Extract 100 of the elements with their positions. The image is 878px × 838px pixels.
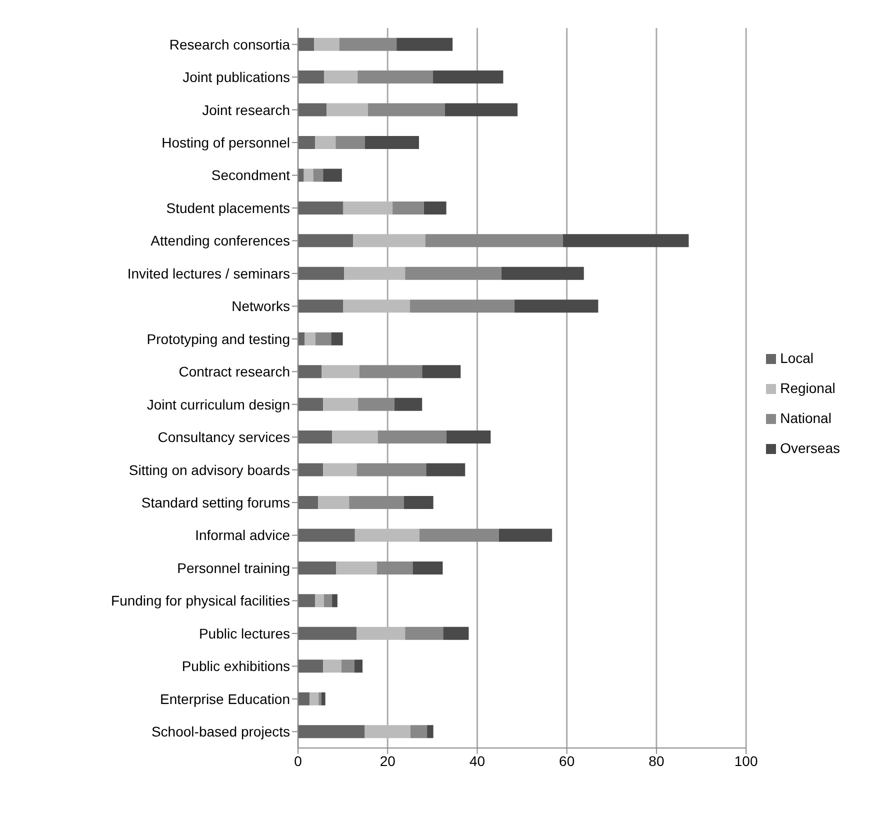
bar <box>425 234 563 248</box>
bar <box>298 136 316 149</box>
bar <box>354 528 420 542</box>
bar <box>378 430 446 444</box>
y-tick-label: Attending conferences <box>150 232 290 249</box>
bar <box>339 38 397 51</box>
bar <box>354 660 363 673</box>
bar <box>318 496 350 509</box>
bar <box>310 692 319 706</box>
bar <box>344 266 406 280</box>
bar <box>318 692 322 706</box>
bar <box>298 692 310 706</box>
y-tick-label: Hosting of personnel <box>162 134 290 151</box>
bar <box>298 660 324 673</box>
bar <box>514 300 598 313</box>
bar <box>396 38 453 51</box>
bar <box>427 725 434 738</box>
bar <box>332 430 378 444</box>
bar <box>298 528 355 542</box>
bar <box>323 168 342 182</box>
bar <box>298 70 324 84</box>
bar <box>298 300 344 313</box>
bar <box>315 594 324 608</box>
x-tick-label: 20 <box>380 752 396 769</box>
bar <box>405 626 444 640</box>
y-tick-label: Sitting on advisory boards <box>128 462 290 478</box>
x-tick-label: 80 <box>648 752 664 769</box>
bar <box>562 234 689 248</box>
bar <box>392 201 424 214</box>
legend-label: Overseas <box>780 440 840 456</box>
bar <box>501 266 584 280</box>
bar <box>405 266 502 280</box>
y-tick-label: Networks <box>232 298 290 314</box>
bar <box>432 70 504 84</box>
bar <box>419 528 499 542</box>
bar <box>404 496 434 509</box>
bar <box>298 38 314 51</box>
legend-label: Local <box>780 350 814 366</box>
y-tick-label: Student placements <box>166 200 290 216</box>
y-tick-label: Public exhibitions <box>182 658 290 674</box>
bar <box>298 725 365 738</box>
legend-label: National <box>780 410 832 426</box>
bar <box>424 201 446 214</box>
bar <box>336 136 365 149</box>
bar <box>298 463 324 476</box>
bar <box>394 398 422 411</box>
bar <box>356 626 406 640</box>
x-tick-label: 0 <box>294 752 302 769</box>
bar <box>446 430 491 444</box>
bar <box>353 234 426 248</box>
bar <box>343 201 393 214</box>
bar <box>336 561 377 574</box>
bar <box>324 70 358 84</box>
bar <box>368 103 445 116</box>
y-tick-label: Joint research <box>202 102 290 118</box>
bar <box>323 398 358 411</box>
bar <box>341 660 354 673</box>
bar <box>298 266 344 280</box>
y-tick-label: Joint publications <box>182 69 290 86</box>
bar <box>364 725 410 738</box>
bar <box>358 70 433 84</box>
y-tick-label: Standard setting forums <box>141 494 290 511</box>
bar <box>298 430 332 444</box>
bar <box>364 136 419 149</box>
bar <box>422 365 461 378</box>
bar <box>326 103 368 116</box>
y-tick-label: Personnel training <box>177 560 290 576</box>
bar <box>315 136 336 149</box>
y-tick-label: Consultancy services <box>158 429 290 446</box>
bar <box>443 626 469 640</box>
bar <box>298 201 344 214</box>
bar <box>331 332 343 346</box>
bar <box>298 398 324 411</box>
bar <box>358 398 394 411</box>
bar <box>323 463 357 476</box>
y-tick-label: School-based projects <box>151 724 290 740</box>
y-tick-label: Prototyping and testing <box>146 330 290 347</box>
bar <box>298 594 316 608</box>
y-tick-label: Public lectures <box>198 625 290 642</box>
bar <box>298 234 354 248</box>
bar <box>298 365 322 378</box>
bar <box>426 463 466 476</box>
y-tick-label: Secondment <box>211 167 290 184</box>
x-tick-label: 60 <box>559 752 575 769</box>
bar <box>412 561 443 574</box>
bar <box>304 332 316 346</box>
bar <box>298 626 357 640</box>
y-tick-label: Research consortia <box>169 36 290 52</box>
bar <box>321 692 326 706</box>
y-tick-label: Funding for physical facilities <box>111 592 290 609</box>
bar <box>304 168 314 182</box>
bar <box>298 168 304 182</box>
bar <box>356 463 426 476</box>
y-tick-label: Joint curriculum design <box>146 396 290 412</box>
bar <box>313 168 324 182</box>
y-tick-label: Contract research <box>178 364 290 380</box>
bar <box>376 561 413 574</box>
bar <box>332 594 338 608</box>
x-tick-label: 100 <box>734 752 758 769</box>
y-tick-label: Enterprise Education <box>160 690 290 707</box>
